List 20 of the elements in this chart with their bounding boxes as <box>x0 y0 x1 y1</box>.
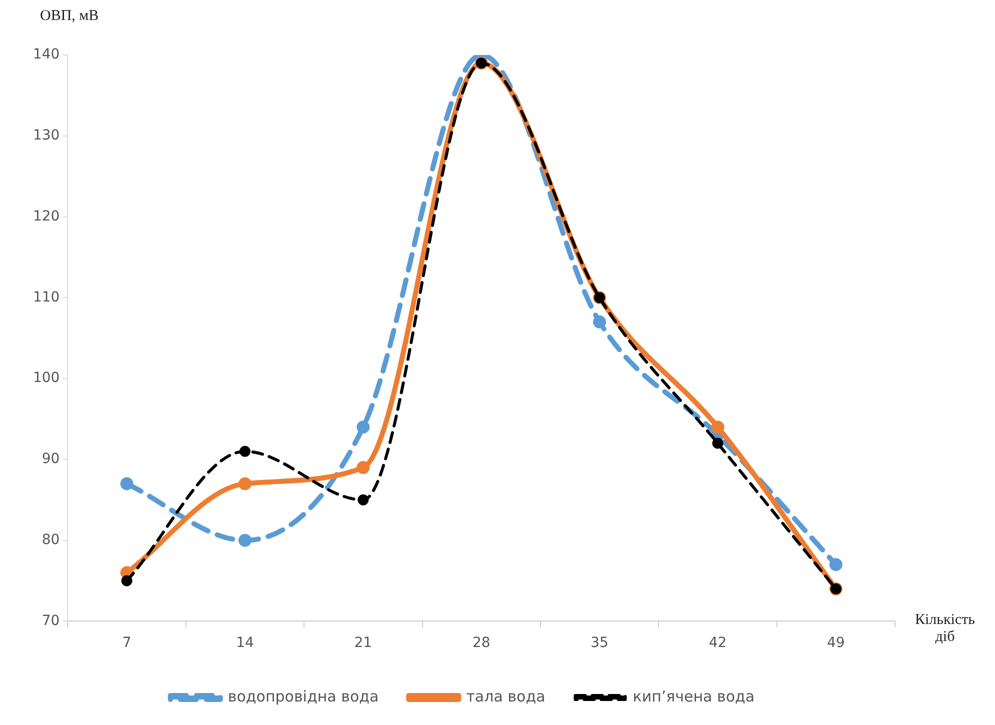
legend-label: кип’ячена вода <box>632 687 755 706</box>
x-tick-label: 21 <box>354 635 372 652</box>
y-axis-title: ОВП, мВ <box>40 8 99 25</box>
y-tick-label: 90 <box>42 451 60 468</box>
y-tick-label: 100 <box>32 370 60 386</box>
x-tick-label: 7 <box>122 635 132 652</box>
legend-label: тала вода <box>466 687 546 706</box>
x-tick-label: 28 <box>472 635 490 652</box>
x-tick-label: 35 <box>590 635 608 652</box>
x-tick-label: 42 <box>708 635 727 652</box>
y-tick-label: 120 <box>32 208 60 224</box>
y-tick-label: 140 <box>32 46 60 63</box>
y-tick-label: 130 <box>32 128 60 144</box>
y-tick-label: 70 <box>42 612 60 629</box>
y-tick-label: 80 <box>42 532 60 548</box>
x-tick-label: 49 <box>826 635 845 652</box>
x-tick-label: 14 <box>236 635 254 652</box>
x-axis-title: Кількість діб <box>914 612 976 646</box>
y-tick-label: 110 <box>32 289 60 306</box>
legend-label: водопровідна вода <box>228 687 379 706</box>
